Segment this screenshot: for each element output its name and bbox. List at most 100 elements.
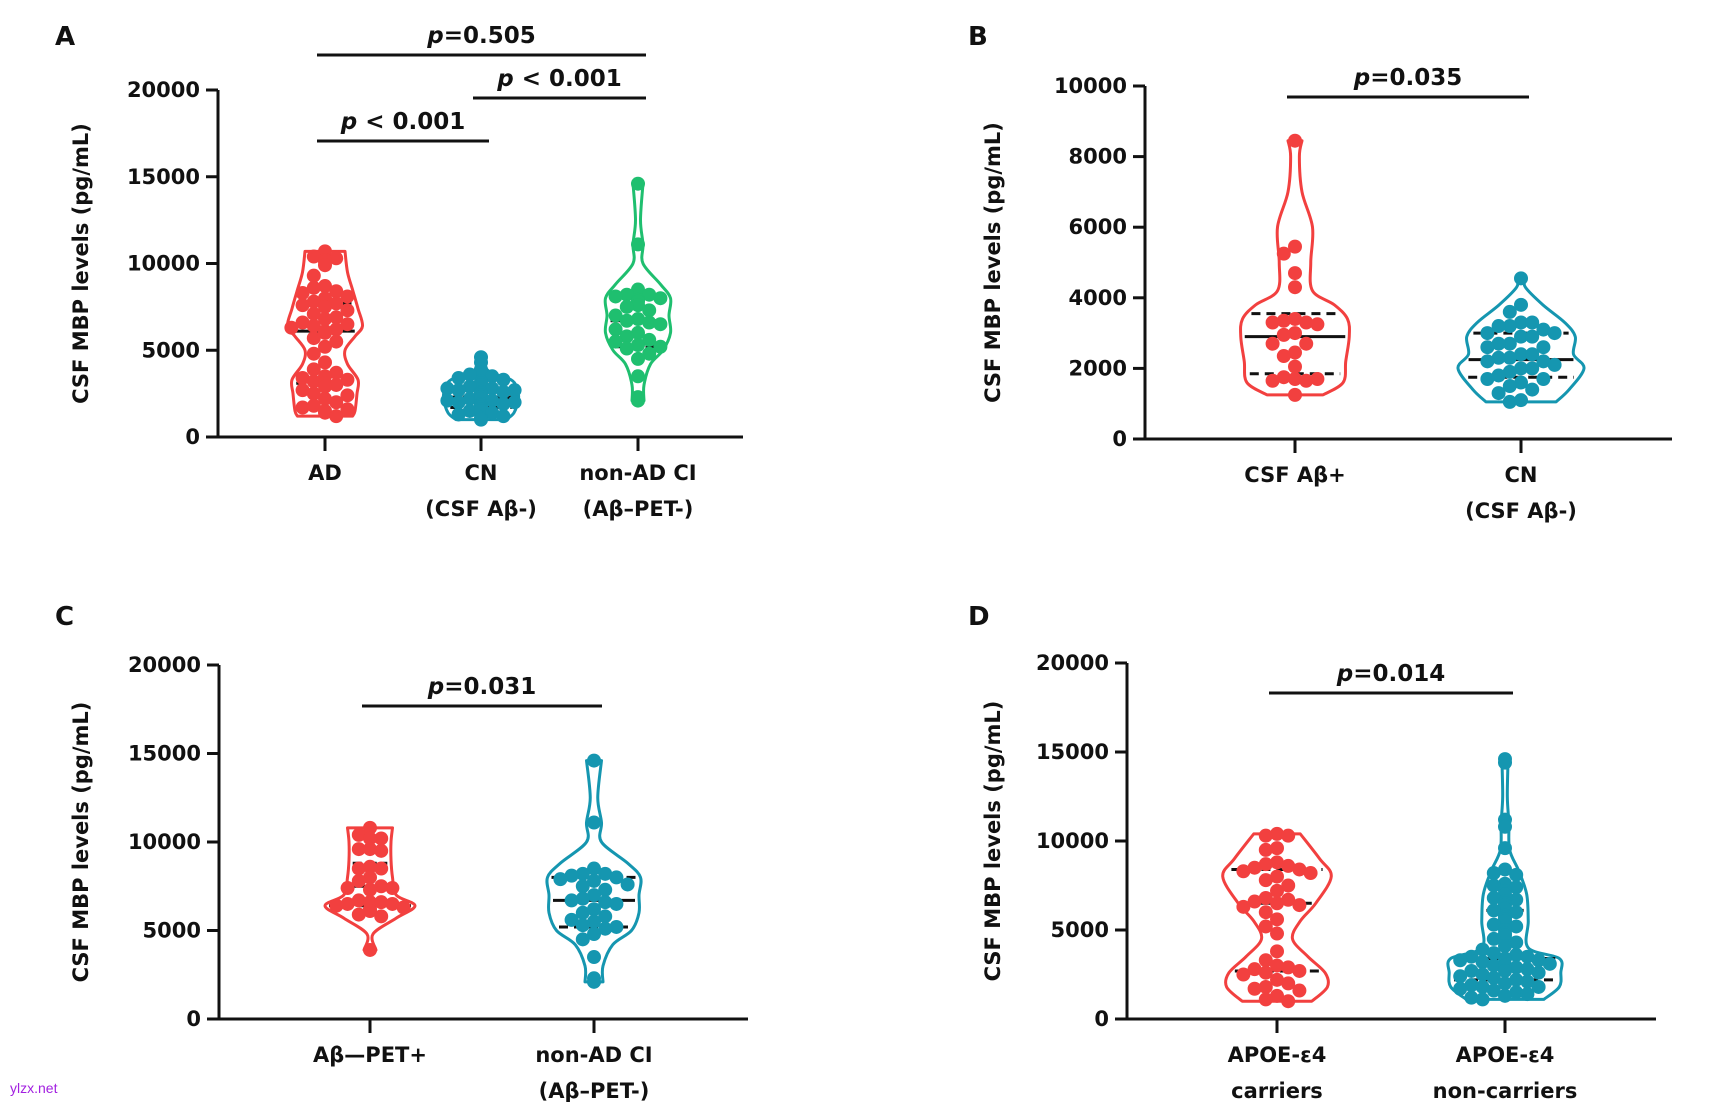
data-point — [608, 308, 623, 323]
data-point — [363, 820, 377, 835]
data-point — [1536, 340, 1551, 355]
data-point — [1502, 319, 1517, 334]
data-point — [575, 866, 590, 881]
data-point — [1531, 965, 1546, 980]
data-point — [598, 866, 613, 881]
data-point — [619, 313, 634, 328]
data-point — [1542, 956, 1557, 971]
data-point — [1265, 315, 1280, 330]
data-point — [1491, 336, 1506, 351]
panel-b: B CSF MBP levels (pg/mL) 0 2000 4000 6000 8000… — [968, 22, 1672, 523]
data-point — [340, 372, 355, 387]
data-point — [318, 258, 332, 273]
data-point — [462, 391, 477, 406]
data-point — [329, 409, 344, 424]
p-value: < 0.001 — [357, 109, 465, 135]
data-point — [587, 753, 601, 768]
data-point — [351, 842, 366, 857]
data-point — [1520, 962, 1535, 977]
p-value: =0.014 — [1353, 661, 1445, 687]
y-tick-label: 0 — [185, 425, 200, 449]
data-point — [1475, 992, 1490, 1007]
data-point — [1514, 297, 1528, 312]
p-value: =0.031 — [444, 674, 536, 700]
violin-group — [284, 244, 365, 424]
p-value-label: p=0.031 — [427, 674, 537, 700]
data-point — [1498, 976, 1512, 991]
data-point — [329, 296, 344, 311]
data-point — [642, 315, 657, 330]
data-point — [1258, 828, 1273, 843]
data-point — [642, 287, 657, 302]
p-value-label: p=0.014 — [1336, 661, 1446, 687]
y-tick-label: 10000 — [128, 830, 201, 854]
data-point — [1525, 329, 1540, 344]
data-point — [553, 872, 568, 887]
data-point — [1236, 899, 1251, 914]
data-point — [609, 870, 624, 885]
x-tick-label-line2: non-carriers — [1433, 1079, 1578, 1102]
data-point — [1520, 949, 1535, 964]
data-point — [1276, 313, 1291, 328]
data-point — [587, 902, 601, 917]
data-point — [1299, 315, 1314, 330]
data-point — [1236, 864, 1251, 879]
data-point — [1498, 819, 1512, 834]
data-point — [1265, 373, 1280, 388]
p-symbol: p — [1353, 65, 1370, 91]
violin-group — [1221, 826, 1333, 1009]
data-point — [1453, 969, 1468, 984]
data-point — [1288, 266, 1302, 281]
data-point — [329, 322, 344, 337]
p-value-label: p < 0.001 — [496, 66, 622, 92]
y-axis-label: CSF MBP levels (pg/mL) — [69, 702, 93, 983]
data-point — [608, 334, 623, 349]
y-tick-label: 20000 — [127, 78, 200, 102]
data-point — [1531, 979, 1546, 994]
data-point — [1292, 983, 1307, 998]
panel-letter: C — [55, 602, 74, 632]
data-point — [631, 338, 645, 353]
data-point — [1498, 963, 1512, 978]
data-point — [564, 868, 579, 883]
data-point — [1258, 919, 1273, 934]
data-point — [1509, 905, 1524, 920]
x-tick-label: APOE-ε4 — [1228, 1043, 1327, 1067]
x-tick-label: non-AD CI — [535, 1043, 652, 1067]
data-point — [363, 859, 377, 874]
data-point — [1536, 322, 1551, 337]
data-point — [575, 918, 590, 933]
y-axis-label: CSF MBP levels (pg/mL) — [69, 123, 93, 404]
data-point — [1247, 962, 1262, 977]
y-tick-label: 15000 — [1036, 740, 1109, 764]
data-point — [620, 877, 635, 892]
p-symbol: p — [496, 66, 513, 92]
data-point — [631, 176, 645, 191]
violin-group — [1456, 271, 1586, 409]
data-point — [363, 942, 377, 957]
data-point — [564, 893, 579, 908]
data-point — [1536, 371, 1551, 386]
violin-group — [323, 820, 417, 957]
y-tick-label: 5000 — [1051, 918, 1109, 942]
data-point — [462, 379, 477, 394]
data-point — [1509, 935, 1524, 950]
data-point — [619, 329, 634, 344]
data-point — [340, 317, 355, 332]
data-point — [587, 974, 601, 989]
data-point — [306, 398, 321, 413]
x-tick-label-line2: (Aβ–PET-) — [583, 497, 694, 521]
data-point — [507, 383, 522, 398]
data-point — [1270, 883, 1284, 898]
data-point — [1491, 368, 1506, 383]
x-tick-label: CN — [1505, 463, 1538, 487]
p-value: =0.505 — [444, 23, 536, 49]
data-point — [340, 402, 355, 417]
data-point — [631, 312, 645, 327]
data-point — [306, 268, 321, 283]
data-point — [1270, 869, 1284, 884]
data-point — [451, 371, 466, 386]
data-point — [462, 367, 477, 382]
data-point — [1514, 315, 1528, 330]
